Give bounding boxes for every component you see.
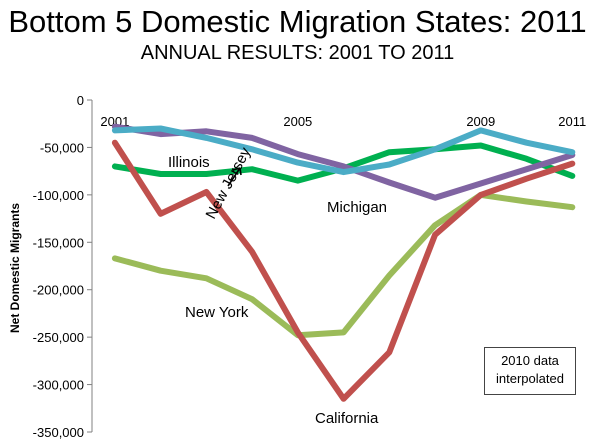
series-label-new-york: New York bbox=[185, 304, 249, 321]
series-label-new-jersey: New Jersey bbox=[203, 144, 255, 222]
interpolation-note: 2010 data interpolated bbox=[484, 347, 576, 395]
y-tick-label: -50,000 bbox=[40, 140, 84, 155]
note-line-2: interpolated bbox=[496, 371, 564, 386]
y-tick-label: -150,000 bbox=[33, 235, 84, 250]
series-line-new-jersey bbox=[111, 125, 576, 176]
axes: 0 -50,000 -100,000 -150,000 -200,000 -250,000… bbox=[8, 93, 586, 440]
y-axis-title: Net Domestic Migrants bbox=[8, 203, 22, 333]
y-tick-label: -250,000 bbox=[33, 330, 84, 345]
series-label-california: California bbox=[315, 410, 379, 427]
x-tick-label: 2011 bbox=[558, 114, 586, 129]
y-tick-label: -100,000 bbox=[33, 188, 84, 203]
x-tick-label: 2009 bbox=[466, 114, 495, 129]
series-label-illinois: Illinois bbox=[168, 154, 210, 171]
series-line-new-york bbox=[111, 191, 576, 339]
chart-subtitle: ANNUAL RESULTS: 2001 TO 2011 bbox=[140, 42, 455, 64]
note-line-1: 2010 data bbox=[501, 353, 559, 368]
series-line-california bbox=[111, 139, 576, 402]
y-tick-label: -350,000 bbox=[33, 425, 84, 440]
y-tick-label: 0 bbox=[77, 93, 84, 108]
chart-title: Bottom 5 Domestic Migration States: 2011 bbox=[8, 4, 587, 39]
y-tick-label: -300,000 bbox=[33, 378, 84, 393]
y-tick-label: -200,000 bbox=[33, 283, 84, 298]
series-lines bbox=[111, 123, 576, 402]
new-jersey-arrow bbox=[227, 167, 242, 187]
x-tick-label: 2005 bbox=[283, 114, 312, 129]
series-label-michigan: Michigan bbox=[327, 199, 387, 216]
